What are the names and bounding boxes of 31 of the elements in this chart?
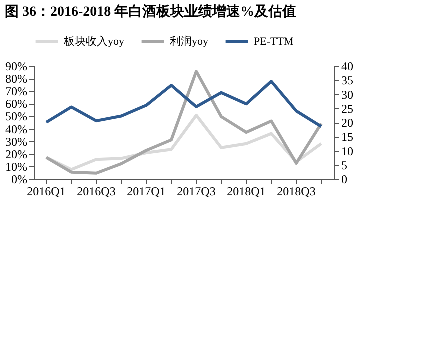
y2-tick-label: 0	[342, 172, 348, 186]
x-tick-label: 2016Q1	[27, 184, 66, 198]
y-tick-label: 50%	[6, 110, 28, 124]
x-tick-label: 2018Q3	[277, 184, 316, 198]
y2-tick-label: 30	[342, 88, 354, 102]
x-tick-label: 2017Q1	[127, 184, 166, 198]
x-tick-label: 2016Q3	[77, 184, 116, 198]
y-tick-label: 90%	[6, 60, 28, 74]
y-tick-label: 30%	[6, 134, 28, 149]
y-tick-label: 20%	[6, 147, 28, 162]
y-tick-label: 40%	[6, 122, 28, 136]
x-tick-label: 2018Q1	[227, 184, 266, 198]
y2-tick-label: 40	[342, 60, 354, 74]
legend-label: PE-TTM	[254, 36, 294, 48]
y-tick-label: 0%	[12, 172, 28, 186]
y2-tick-label: 5	[342, 158, 348, 172]
y-tick-label: 70%	[6, 84, 28, 99]
legend-label: 板块收入yoy	[63, 35, 125, 48]
y2-tick-label: 15	[342, 130, 354, 144]
y-tick-label: 80%	[6, 72, 28, 86]
line-series	[45, 70, 323, 175]
line-series	[45, 80, 323, 128]
y2-tick-label: 10	[342, 144, 354, 158]
y2-tick-label: 25	[342, 102, 354, 116]
y2-tick-label: 35	[342, 74, 354, 88]
legend-label: 利润yoy	[170, 35, 209, 48]
y2-tick-label: 20	[342, 116, 354, 130]
x-tick-label: 2017Q3	[177, 184, 216, 198]
y-tick-label: 10%	[6, 160, 28, 174]
y-tick-label: 60%	[6, 97, 28, 112]
chart-title: 图 36：2016-2018 年白酒板块业绩增速%及估值	[5, 4, 297, 20]
